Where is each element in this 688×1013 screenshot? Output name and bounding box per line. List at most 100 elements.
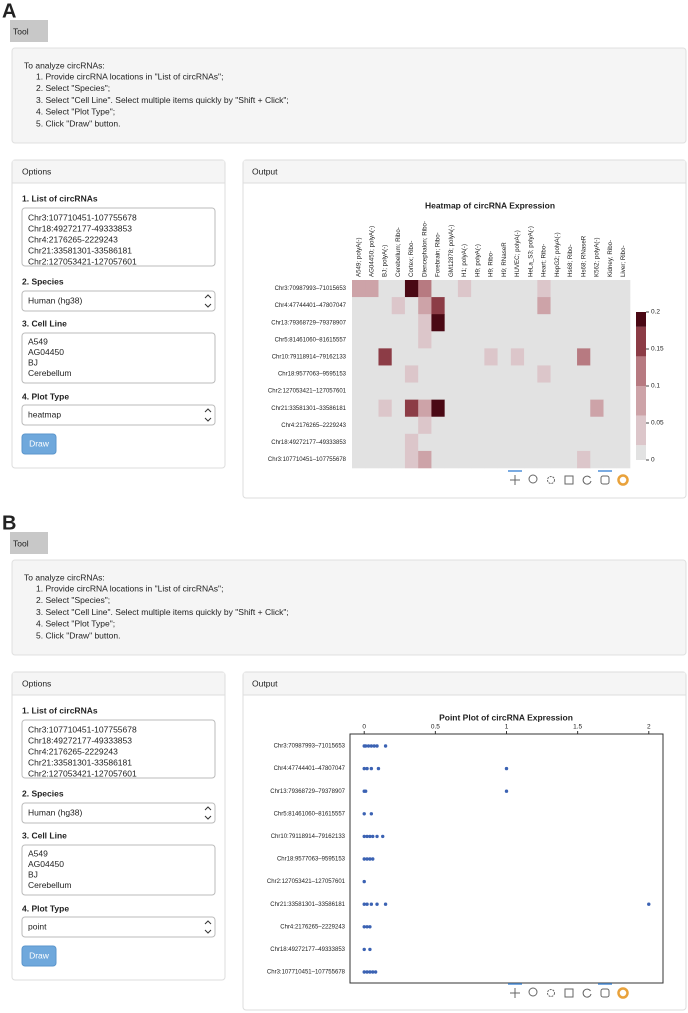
circrna-item: Chr3:107710451-107755678 [28, 724, 137, 734]
reset-icon[interactable] [582, 988, 592, 998]
point [504, 789, 509, 793]
select-arrow [204, 408, 212, 422]
instruction-step: 5. Click "Draw" button. [36, 118, 120, 128]
plot-type-select[interactable] [21, 916, 216, 938]
heat-cell [444, 331, 459, 349]
heat-cell [577, 297, 591, 315]
heat-cell [577, 416, 591, 435]
heat-cell [590, 433, 604, 452]
heat-cell [457, 365, 472, 383]
heat-cell [378, 365, 393, 383]
textarea-content: Chr3:107710451-107755678Chr18:49272177-4… [28, 212, 137, 266]
species-select[interactable] [21, 802, 216, 824]
heat-cell [524, 297, 538, 315]
heat-cell [510, 348, 525, 366]
heat-cell [524, 399, 538, 418]
cell-line-item: A549 [28, 848, 48, 858]
heat-cell [550, 365, 565, 383]
draw-button[interactable] [21, 945, 57, 967]
heat-cell [497, 331, 512, 349]
instruction-step: 4. Select "Plot Type"; [36, 107, 115, 117]
heat-cell [418, 331, 432, 349]
field-label: 2. Species [22, 276, 64, 286]
heat-cell [484, 280, 498, 298]
point [365, 857, 369, 861]
circrna-textarea[interactable] [21, 719, 216, 779]
draw-button[interactable] [21, 433, 57, 455]
heat-cell [431, 365, 445, 383]
heat-cell [365, 433, 379, 452]
point [368, 925, 372, 929]
column-label: Hs68; RNaseR [580, 235, 587, 277]
heat-cell [471, 399, 485, 418]
heat-cell [550, 416, 565, 435]
reset-icon[interactable] [582, 475, 592, 485]
heat-cell [457, 314, 472, 332]
pan-icon[interactable] [510, 475, 520, 485]
save-icon[interactable] [564, 988, 574, 998]
heat-cell [603, 314, 618, 332]
heat-cell [431, 382, 445, 400]
heat-cell [404, 331, 419, 349]
cell-line-item: A549 [28, 336, 48, 346]
heat-cell [391, 348, 406, 366]
draw-button-label: Draw [29, 438, 50, 448]
instruction-step: 2. Select "Species"; [36, 83, 110, 93]
cell-line-list[interactable] [21, 332, 216, 384]
zoom-icon[interactable] [528, 474, 538, 484]
chart-title: Point Plot of circRNA Expression [439, 712, 573, 722]
lasso-icon[interactable] [547, 476, 555, 484]
heat-cell [510, 433, 525, 452]
heat-cell [444, 399, 459, 418]
heat-cell [563, 297, 578, 315]
heat-cell [537, 280, 551, 298]
cell-line-list[interactable] [21, 844, 216, 896]
colorbar-tick-label: 0.2 [651, 309, 660, 316]
heat-cell [418, 280, 432, 298]
heat-cell [418, 416, 432, 435]
heat-cell [431, 416, 445, 435]
heat-cell [391, 365, 406, 383]
hover-icon[interactable] [600, 475, 610, 485]
heat-cell [537, 314, 551, 332]
heat-cell [616, 382, 631, 400]
heat-cell [537, 450, 551, 469]
point [365, 970, 369, 974]
column-label: BJ; polyA(-) [382, 245, 389, 277]
heat-cell [404, 450, 419, 469]
circrna-textarea[interactable] [21, 207, 216, 267]
heat-cell [484, 297, 498, 315]
heat-cell [457, 348, 472, 366]
save-icon[interactable] [564, 475, 574, 485]
heat-cell [484, 331, 498, 349]
heat-cell [471, 382, 485, 400]
circrna-item: Chr21:33581301-33586181 [28, 757, 132, 767]
heat-cell [497, 365, 512, 383]
heat-cell [524, 280, 538, 298]
colorbar-band [636, 326, 646, 357]
heat-cell [365, 450, 379, 469]
logo-icon [617, 987, 629, 999]
panel-label: B [2, 512, 16, 534]
column-label: H1; polyA(-) [461, 244, 468, 277]
heat-cell [563, 348, 578, 366]
heat-cell [537, 348, 551, 366]
zoom-icon[interactable] [528, 987, 538, 997]
heat-cell [365, 280, 379, 298]
logo-icon [617, 474, 629, 486]
heat-cell [524, 416, 538, 435]
column-label: H9; RNaseR [501, 242, 508, 277]
pan-icon[interactable] [510, 988, 520, 998]
options-header: Options [22, 166, 51, 176]
heat-cell [365, 382, 379, 400]
circrna-item: Chr3:107710451-107755678 [28, 212, 137, 222]
species-select[interactable] [21, 290, 216, 312]
point [362, 812, 366, 816]
heat-cell [404, 433, 419, 452]
heat-cell [590, 416, 604, 435]
column-label: Forebrain; Ribo- [435, 232, 442, 277]
heat-cell [603, 297, 618, 315]
hover-icon[interactable] [600, 988, 610, 998]
lasso-icon[interactable] [547, 989, 555, 997]
plot-type-select[interactable] [21, 404, 216, 426]
